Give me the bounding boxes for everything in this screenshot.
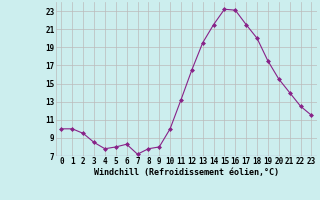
- X-axis label: Windchill (Refroidissement éolien,°C): Windchill (Refroidissement éolien,°C): [94, 168, 279, 177]
